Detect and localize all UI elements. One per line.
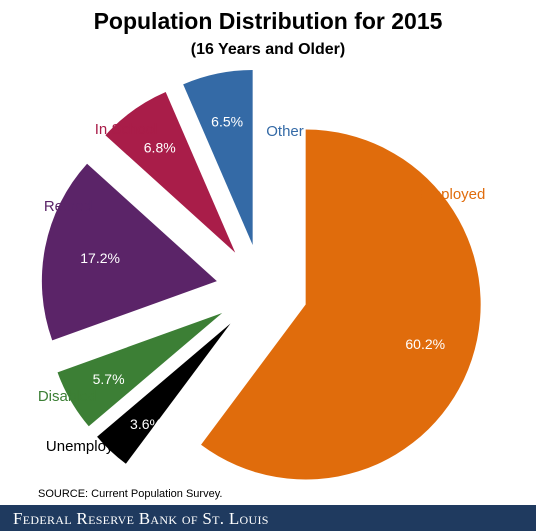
slice-category-label: Employed [419, 186, 486, 203]
source-note: SOURCE: Current Population Survey. [38, 488, 223, 500]
pie-slice-employed [201, 129, 481, 480]
slice-value-label: 3.6% [130, 416, 162, 432]
slice-value-label: 17.2% [80, 250, 120, 266]
slice-value-label: 6.8% [144, 139, 176, 155]
chart-subtitle: (16 Years and Older) [190, 41, 346, 58]
slice-value-label: 6.5% [211, 114, 243, 130]
footer-text: Federal Reserve Bank of St. Louis [13, 509, 269, 528]
slice-category-label: Unemployed [46, 438, 130, 455]
slice-value-label: 5.7% [93, 371, 125, 387]
slice-category-label: Retired [44, 198, 92, 215]
pie-slice-in-school [105, 92, 236, 253]
pie-slice-disabled [57, 313, 223, 427]
footer-bar: Federal Reserve Bank of St. Louis [0, 505, 536, 531]
pie-slice-other [183, 69, 253, 245]
slice-category-label: Disabled [38, 388, 96, 405]
slice-category-label: In School [95, 121, 158, 138]
pie-slice-unemployed [97, 323, 231, 464]
slice-value-label: 60.2% [405, 336, 445, 352]
slice-category-label: Other [266, 123, 304, 140]
chart-title: Population Distribution for 2015 [93, 8, 443, 34]
pie-slice-retired [41, 163, 217, 341]
